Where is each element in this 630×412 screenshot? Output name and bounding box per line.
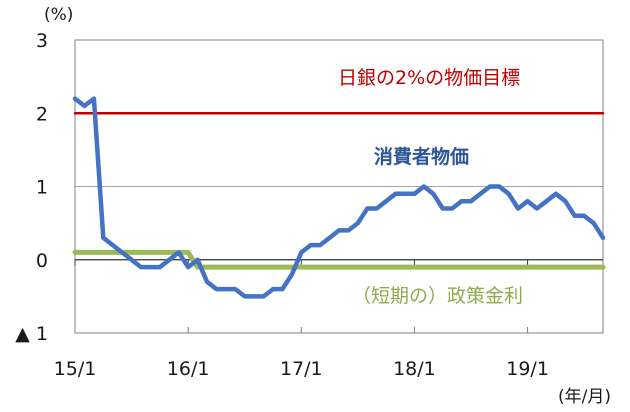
- x-tick-label: 17/1: [280, 358, 323, 380]
- y-tick-label: 1: [36, 177, 48, 199]
- y-tick-label: 0: [36, 250, 48, 272]
- x-tick-label: 19/1: [506, 358, 549, 380]
- y-tick-label: 3: [36, 30, 48, 52]
- y-tick-labels: 3 2 1 0 ▲ 1: [15, 30, 48, 345]
- series-lines: [72, 96, 606, 299]
- x-tick-label: 16/1: [167, 358, 210, 380]
- y-axis-unit: (%): [44, 5, 73, 25]
- x-tick-label: 15/1: [54, 358, 97, 380]
- y-tick-label: ▲ 1: [15, 323, 48, 345]
- annotation-policy-rate: （短期の）政策金利: [352, 285, 523, 307]
- annotation-cpi: 消費者物価: [374, 145, 469, 168]
- x-tick-labels: 15/1 16/1 17/1 18/1 19/1: [54, 358, 549, 380]
- x-tick-label: 18/1: [393, 358, 436, 380]
- x-axis-unit: (年/月): [558, 387, 611, 407]
- series-line-cpi: [72, 96, 606, 299]
- y-tick-label: 2: [36, 103, 48, 125]
- plot-border: [74, 39, 604, 334]
- plot-frame: [74, 39, 604, 334]
- annotation-target: 日銀の2%の物価目標: [338, 67, 520, 89]
- series-line-policy-rate: [72, 249, 606, 270]
